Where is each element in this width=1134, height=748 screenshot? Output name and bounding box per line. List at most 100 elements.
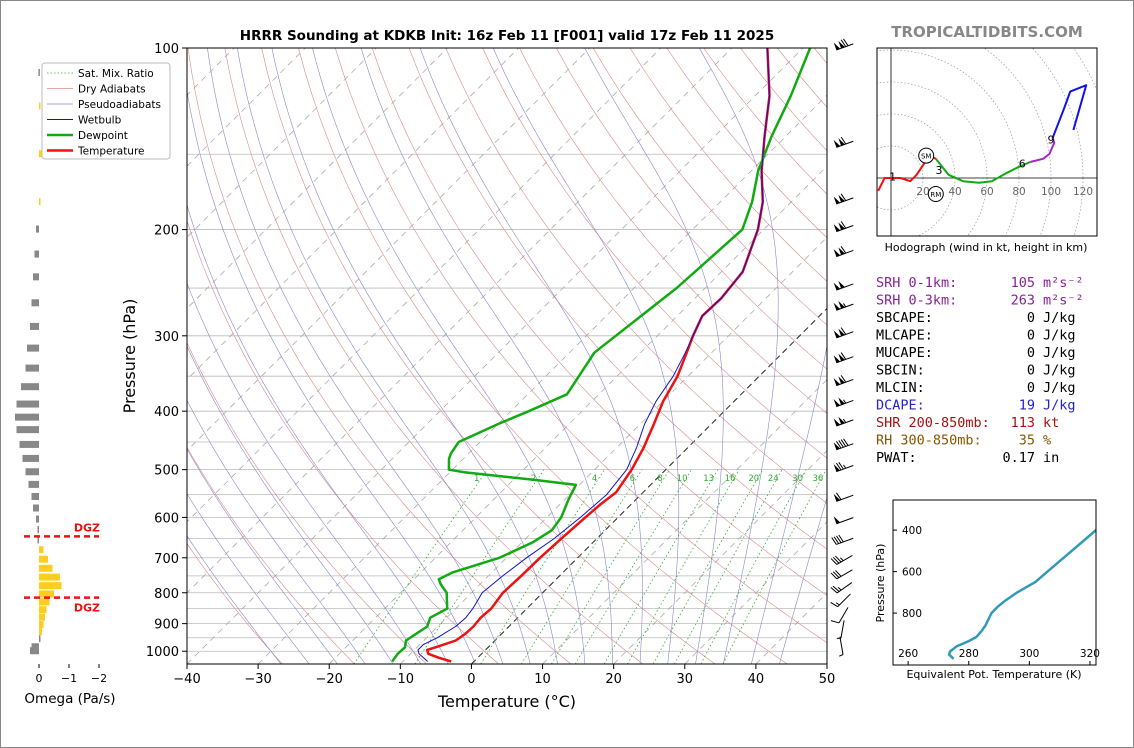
index-label: SBCIN: (876, 363, 925, 379)
mixing-ratio-label: 10 (677, 474, 688, 484)
barb-half-flag (843, 399, 847, 404)
dry-adiabat (298, 48, 788, 664)
omega-bar (28, 480, 39, 488)
skewt-axes: −40 −30 −20 −10 0 10 20 30 40 50 100 200 300 400 500 60… (146, 42, 835, 687)
omega-bar (39, 150, 42, 158)
mixing-ratio-label: 16 (725, 474, 736, 484)
hodo-segment (935, 158, 1031, 184)
index-value: 0 (1027, 328, 1035, 344)
barb-shaft (836, 517, 854, 525)
dry-adiabat (777, 48, 827, 108)
omega-bar (33, 504, 39, 512)
theta-e-x-tick-label: 280 (959, 648, 979, 660)
index-value: 0 (1027, 380, 1035, 396)
wind-barb (833, 301, 854, 311)
barb-half-flag (843, 303, 847, 308)
wind-barb (831, 534, 854, 545)
index-unit: J/kg (1043, 328, 1076, 344)
dry-adiabat (187, 48, 571, 664)
barb-flag (836, 535, 842, 543)
barb-flag (840, 352, 847, 360)
barb-pennant (833, 249, 841, 257)
barb-pennant (833, 302, 841, 311)
y-tick-label: 600 (154, 511, 179, 526)
barb-flag (831, 537, 837, 545)
pseudoadiabat (187, 399, 366, 664)
dry-adiabat (224, 48, 644, 664)
mixing-ratio-line (627, 469, 740, 664)
omega-bar (19, 440, 39, 448)
barb-pennant (838, 416, 845, 425)
wind-barb (830, 555, 853, 565)
legend-entry: Pseudoadiabats (78, 99, 161, 111)
index-unit: J/kg (1043, 380, 1076, 396)
wind-barb (830, 593, 851, 608)
wind-barb (833, 221, 854, 233)
pseudoadiabat (187, 204, 449, 664)
x-tick-label: −30 (244, 672, 271, 687)
mixing-ratio-label: 36 (812, 474, 823, 484)
y-tick-label: 900 (154, 618, 179, 633)
index-value: 0 (1027, 363, 1035, 379)
legend-entry: Sat. Mix. Ratio (78, 68, 154, 80)
omega-bar (30, 647, 39, 655)
mixing-ratio-line (551, 469, 670, 664)
barb-flag (840, 246, 847, 254)
theta-e-line (947, 528, 1096, 660)
barb-pennant (833, 282, 841, 291)
mixing-ratio-label: 1 (474, 474, 479, 484)
series-temperature-line (425, 48, 771, 663)
barb-pennant (833, 355, 841, 363)
omega-tick-label: 0 (36, 672, 43, 685)
index-label: MLCAPE: (876, 328, 933, 344)
storm-motion-label: RM (930, 191, 941, 199)
hodo-height-label: 9 (1048, 134, 1055, 147)
mixing-ratio-line (674, 469, 783, 664)
y-tick-label: 100 (154, 42, 179, 57)
wind-barb (833, 462, 854, 473)
pseudoadiabat (312, 48, 586, 664)
y-tick-label: 300 (154, 330, 179, 345)
index-unit: J/kg (1043, 310, 1076, 326)
hodograph-trace: 20 40 60 80 100 120 1 3 6 9 SM RM (877, 84, 1093, 202)
y-tick-label: 500 (154, 464, 179, 479)
isotherm (0, 48, 21, 664)
index-unit: J/kg (1043, 398, 1076, 414)
omega-bar (39, 102, 41, 110)
barb-pennant (838, 376, 845, 384)
barb-flag (830, 572, 838, 580)
barb-flag (840, 439, 847, 447)
storm-motion-marker (927, 186, 944, 202)
barb-pennant (838, 40, 845, 49)
omega-bar (36, 225, 39, 233)
omega-bar (37, 526, 39, 534)
legend: Sat. Mix. Ratio Dry Adiabats Pseudoadiabat… (41, 62, 171, 160)
theta-e-panel: 260 280 300 320 400 600 800 (893, 525, 1100, 665)
omega-bar (31, 299, 39, 307)
index-value: 0.17 (1002, 450, 1035, 466)
omega-bar (25, 364, 39, 372)
wind-barb (833, 516, 854, 525)
wind-barb (833, 193, 854, 205)
omega-bar (33, 273, 39, 281)
barb-half-flag (835, 602, 840, 606)
omega-bar (15, 413, 39, 421)
omega-bar (39, 555, 48, 563)
theta-e-frame (892, 499, 1097, 666)
barb-shaft (840, 620, 845, 639)
barb-flag (838, 440, 844, 448)
index-label: RH 300-850mb: (876, 433, 982, 449)
barb-pennant (833, 139, 841, 148)
isotherm (257, 94, 827, 664)
mixing-ratio-label: 13 (703, 474, 714, 484)
omega-bar (38, 68, 40, 76)
wind-barb (833, 438, 854, 451)
wind-barb (833, 327, 854, 339)
barb-shaft (836, 569, 853, 580)
omega-tick-label: −1 (61, 672, 77, 685)
omega-bar (39, 621, 44, 629)
hodo-tick-label: 40 (948, 186, 961, 198)
barb-flag (832, 556, 840, 564)
barb-pennant (838, 247, 845, 255)
barb-flag (840, 375, 847, 383)
